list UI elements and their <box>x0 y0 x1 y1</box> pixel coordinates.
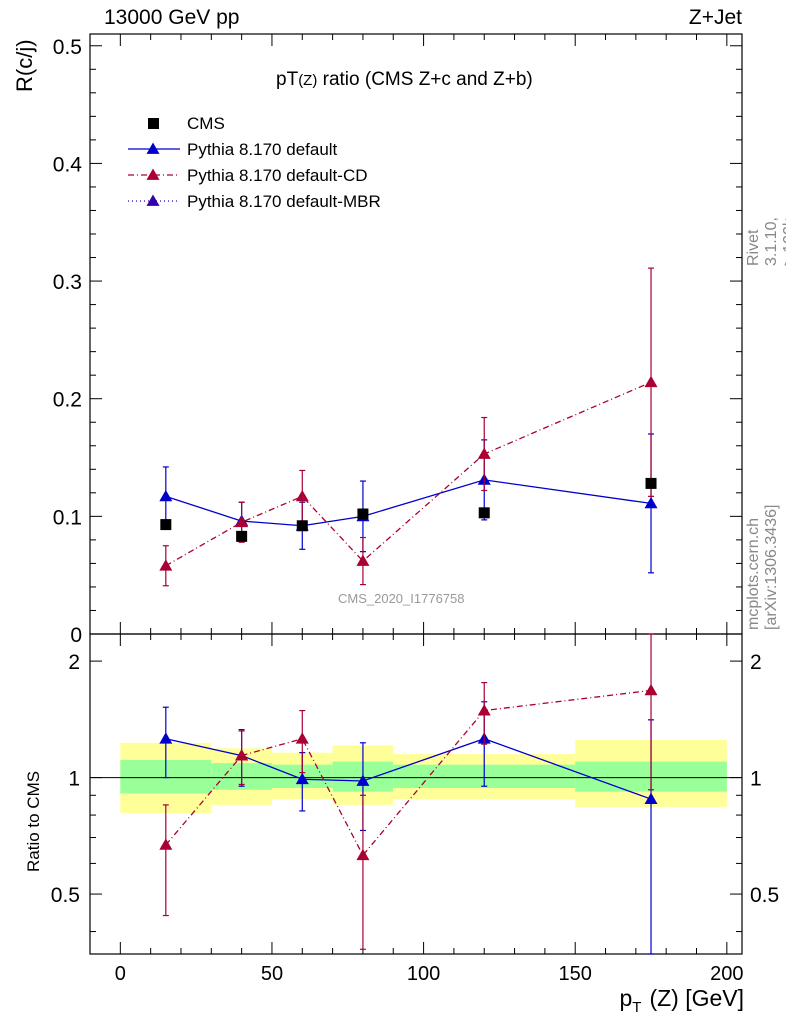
y-axis-label-main: R(c/j) <box>12 39 37 92</box>
x-tick-label: 150 <box>559 963 592 985</box>
marker-default <box>644 496 658 509</box>
x-tick-label: 100 <box>407 963 440 985</box>
ratio-panel-frame <box>89 633 743 955</box>
cms-data-point <box>645 477 657 489</box>
ratio-marker-default-cd <box>477 704 491 716</box>
analysis-watermark: CMS_2020_I1776758 <box>338 591 465 606</box>
marker-default-cd <box>159 559 173 571</box>
legend-marker-default-mbr <box>146 194 160 206</box>
marker-default-cd <box>235 515 249 528</box>
y-tick-label-ratio-left: 2 <box>68 651 80 674</box>
y-tick-label-ratio-right: 1 <box>750 768 762 791</box>
marker-default-cd <box>295 489 309 502</box>
cms-data-point <box>236 530 248 542</box>
legend-marker-default-cd <box>146 168 160 180</box>
x-axis-label-sub: T <box>632 999 642 1016</box>
marker-default-cd <box>644 375 658 388</box>
cms-data-point <box>478 507 490 519</box>
marker-default-cd <box>477 447 491 459</box>
rivet-version-text: Rivet 3.1.10, ≥ 100k events <box>745 217 786 266</box>
ratio-marker-default <box>159 732 173 744</box>
ratio-marker-default-cd <box>295 732 309 744</box>
chart-title: pT(Z) ratio (CMS Z+c and Z+b) <box>276 69 533 91</box>
chart-title-main: pT <box>276 69 299 90</box>
ratio-marker-default-cd <box>644 683 658 696</box>
mcplots-credit-text: mcplots.cern.ch [arXiv:1306.3436] <box>745 504 780 630</box>
series-line-default <box>165 479 652 527</box>
marker-default-cd <box>356 554 370 566</box>
ratio-marker-default-cd <box>235 749 249 761</box>
legend-label-cms: CMS <box>187 114 225 133</box>
y-tick-label-ratio-left: 1 <box>68 768 80 791</box>
x-axis-label-rest: (Z) [GeV] <box>649 985 744 1011</box>
y-axis-label-ratio: Ratio to CMS <box>24 770 43 872</box>
chart-title-sub: (Z) <box>298 72 318 89</box>
ratio-series-line-default <box>165 738 652 800</box>
cms-data-point <box>296 520 308 532</box>
x-tick-label: 50 <box>261 963 283 985</box>
y-tick-label-ratio-right: 2 <box>750 651 762 674</box>
cms-data-point <box>357 508 369 520</box>
header-right: Z+Jet <box>688 6 742 29</box>
y-tick-label-main: 0 <box>70 624 82 647</box>
ratio-marker-default <box>644 792 658 804</box>
y-tick-label-ratio-right: 0.5 <box>750 884 779 907</box>
y-tick-label-main: 0.4 <box>53 153 83 176</box>
legend-label-default: Pythia 8.170 default <box>187 140 338 159</box>
x-tick-label: 0 <box>115 963 126 985</box>
legend-marker-default <box>146 142 160 154</box>
chart-title-rest: ratio (CMS Z+c and Z+b) <box>317 69 533 90</box>
cms-data-point <box>160 519 172 531</box>
series-line-default-cd <box>165 381 652 567</box>
y-tick-label-main: 0.3 <box>53 271 82 294</box>
ratio-marker-default <box>356 774 370 786</box>
y-tick-label-ratio-left: 0.5 <box>51 884 80 907</box>
legend-label-default-cd: Pythia 8.170 default-CD <box>187 166 368 185</box>
y-tick-label-main: 0.2 <box>53 389 82 412</box>
ratio-marker-default-cd <box>159 838 173 850</box>
x-axis-label-main: p <box>619 985 633 1011</box>
header-left: 13000 GeV pp <box>104 6 240 29</box>
y-tick-label-main: 0.1 <box>53 506 82 529</box>
y-tick-label-main: 0.5 <box>53 36 82 59</box>
x-tick-label: 200 <box>710 963 743 985</box>
marker-default <box>159 489 173 502</box>
ratio-marker-default <box>295 772 309 785</box>
legend-symbol-cms <box>148 118 159 129</box>
legend-label-default-mbr: Pythia 8.170 default-MBR <box>187 192 381 211</box>
ratio-marker-default-cd <box>356 848 370 861</box>
x-axis-label: pT (Z) [GeV] <box>619 985 744 1016</box>
